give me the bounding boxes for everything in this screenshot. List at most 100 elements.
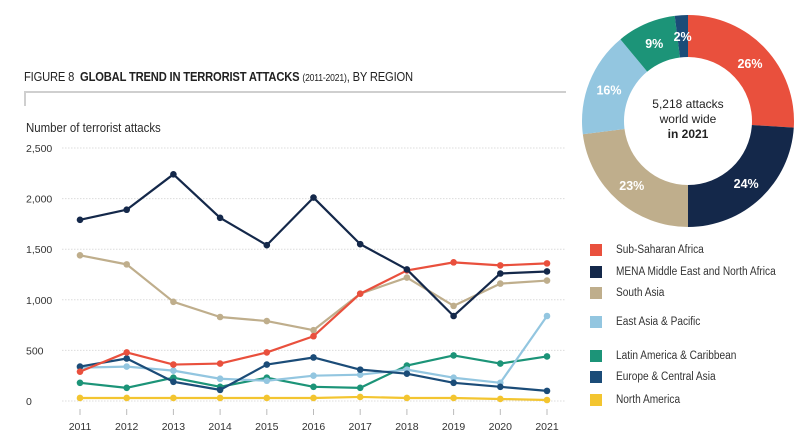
data-point xyxy=(76,251,84,259)
legend-label: East Asia & Pacific xyxy=(616,316,701,328)
x-tick-label: 2020 xyxy=(489,421,513,433)
x-tick-label: 2013 xyxy=(162,421,186,433)
data-point xyxy=(310,354,317,361)
donut-slice-label: 26% xyxy=(737,57,762,71)
data-point xyxy=(216,386,224,394)
donut-year: in 2021 xyxy=(667,127,709,141)
legend-swatch xyxy=(590,244,602,256)
y-tick-label: 1,500 xyxy=(26,244,52,256)
data-point xyxy=(123,261,130,268)
figure-title-range: (2011-2021) xyxy=(302,73,347,84)
title-rule-tick xyxy=(24,91,26,106)
figure-title: FIGURE 8 GLOBAL TREND IN TERRORIST ATTAC… xyxy=(24,69,413,84)
data-point xyxy=(76,363,84,370)
data-point xyxy=(263,241,271,249)
legend-swatch xyxy=(590,266,602,278)
legend-label: South Asia xyxy=(616,287,665,299)
donut-slice-latin-america-caribbean xyxy=(620,15,680,72)
legend-swatch xyxy=(590,371,602,383)
data-point xyxy=(356,240,364,248)
data-point xyxy=(263,317,271,325)
data-point xyxy=(310,383,317,391)
data-point xyxy=(216,313,224,321)
figure-prefix: FIGURE 8 xyxy=(24,69,75,84)
data-point xyxy=(263,349,271,356)
x-tick-label: 2011 xyxy=(69,421,92,433)
y-tick-label: 1,000 xyxy=(26,295,52,307)
data-point xyxy=(170,298,177,306)
x-tick-label: 2018 xyxy=(395,421,419,433)
data-point xyxy=(450,302,457,310)
data-point xyxy=(310,326,317,334)
donut-center-text: 5,218 attacks world wide in 2021 xyxy=(623,97,753,142)
data-point xyxy=(543,277,551,284)
data-point xyxy=(543,353,551,360)
data-point xyxy=(450,312,457,320)
data-point xyxy=(170,171,177,178)
data-point xyxy=(497,395,504,403)
legend-item-east-asia-pacific: East Asia & Pacific xyxy=(590,316,712,328)
data-point xyxy=(497,360,504,367)
x-tick-label: 2021 xyxy=(535,421,559,433)
data-point xyxy=(170,394,177,402)
y-tick-label: 2,000 xyxy=(26,194,52,206)
series-east-asia-pacific xyxy=(76,312,551,387)
data-point xyxy=(356,393,364,401)
data-point xyxy=(216,360,224,367)
data-point xyxy=(403,274,411,281)
data-point xyxy=(170,361,177,368)
data-point xyxy=(310,332,317,340)
data-point xyxy=(450,352,457,359)
data-point xyxy=(123,349,130,356)
legend-item-sub-saharan-africa: Sub-Saharan Africa xyxy=(590,244,716,256)
data-point xyxy=(543,396,551,404)
data-point xyxy=(497,262,504,269)
legend-label: MENA Middle East and North Africa xyxy=(616,266,776,278)
series-line xyxy=(79,254,548,332)
data-point xyxy=(497,270,504,277)
series-europe-central-asia xyxy=(76,354,551,395)
data-point xyxy=(450,374,457,382)
legend-label: North America xyxy=(616,394,681,406)
y-tick-label: 2,500 xyxy=(26,143,52,155)
data-point xyxy=(356,384,364,392)
title-rule xyxy=(24,91,566,93)
data-point xyxy=(543,312,551,320)
legend-swatch xyxy=(590,287,602,299)
data-point xyxy=(123,355,130,362)
data-point xyxy=(403,370,411,377)
figure-title-bold: GLOBAL TREND IN TERRORIST ATTACKS xyxy=(80,69,300,84)
x-tick-label: 2014 xyxy=(208,421,232,433)
data-point xyxy=(170,378,177,386)
donut-slice-mena-middle-east-and-north-africa xyxy=(688,125,794,227)
y-axis-ticks: 0 500 1,000 1,500 2,000 2,500 xyxy=(26,143,52,408)
data-point xyxy=(263,394,271,402)
legend-label: Europe & Central Asia xyxy=(616,371,716,383)
legend-swatch xyxy=(590,394,602,406)
data-point xyxy=(170,367,177,374)
data-point xyxy=(310,372,317,380)
donut-slice-label: 9% xyxy=(645,37,663,51)
donut-slice-europe-central-asia xyxy=(674,15,688,58)
data-point xyxy=(497,280,504,287)
legend-item-north-america: North America xyxy=(590,394,689,406)
data-point xyxy=(356,366,364,373)
legend-label: Latin America & Caribbean xyxy=(616,350,737,362)
x-tick-label: 2015 xyxy=(255,421,279,433)
series-mena-middle-east-and-north-africa xyxy=(76,171,551,320)
x-tick-label: 2017 xyxy=(349,421,373,433)
x-tick-label: 2019 xyxy=(442,421,466,433)
legend-item-europe-central-asia: Europe & Central Asia xyxy=(590,371,729,383)
data-point xyxy=(450,394,457,402)
legend-item-mena: MENA Middle East and North Africa xyxy=(590,266,798,278)
data-point xyxy=(123,206,130,214)
data-point xyxy=(123,384,130,392)
data-point xyxy=(76,216,84,224)
data-point xyxy=(543,260,551,267)
donut-total: 5,218 attacks xyxy=(652,97,724,111)
data-point xyxy=(450,379,457,387)
donut-labels: 26% 24% 23% 16% 9% 2% xyxy=(596,30,762,193)
y-tick-label: 0 xyxy=(26,396,32,408)
legend-swatch xyxy=(590,316,602,328)
